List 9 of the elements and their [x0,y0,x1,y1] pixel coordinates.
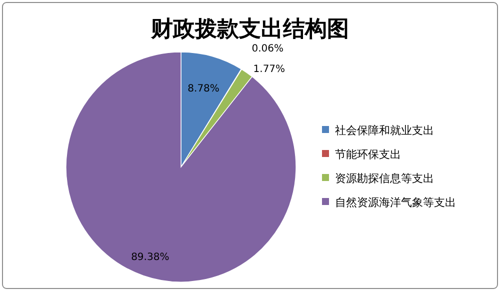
legend-label: 节能环保支出 [335,148,401,161]
data-label: 89.38% [131,252,170,264]
legend-label: 资源勘探信息等支出 [335,172,434,185]
data-label: 0.06% [252,43,284,54]
chart-title: 财政拨款支出结构图 [150,17,349,42]
data-label: 8.78% [188,83,220,94]
legend-label: 社会保障和就业支出 [335,124,434,137]
legend-label: 自然资源海洋气象等支出 [335,196,456,209]
data-label: 1.77% [253,64,286,76]
